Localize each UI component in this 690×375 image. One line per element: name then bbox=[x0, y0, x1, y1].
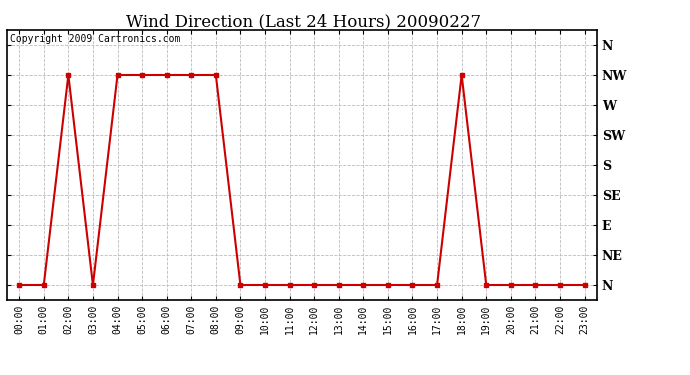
Text: Wind Direction (Last 24 Hours) 20090227: Wind Direction (Last 24 Hours) 20090227 bbox=[126, 13, 481, 30]
Text: Copyright 2009 Cartronics.com: Copyright 2009 Cartronics.com bbox=[10, 34, 180, 44]
